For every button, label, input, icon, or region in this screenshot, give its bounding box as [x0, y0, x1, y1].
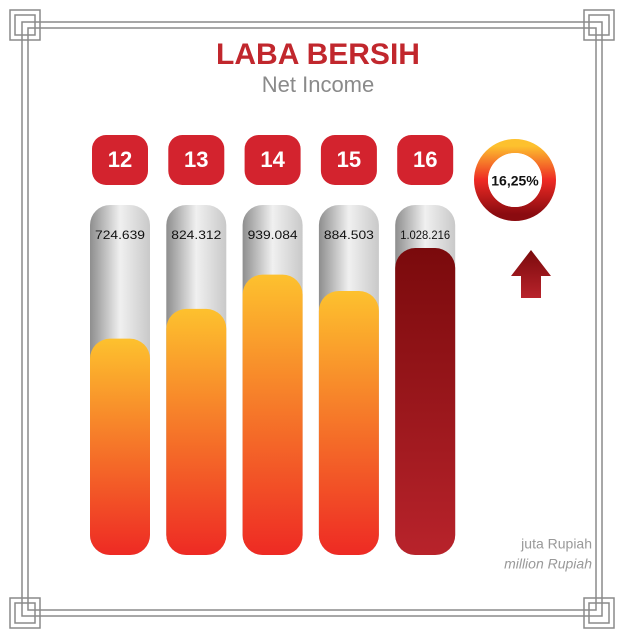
category-label: 15 — [337, 147, 361, 172]
bar — [90, 338, 150, 555]
category-badge — [168, 135, 225, 185]
value-label: 724.639 — [95, 228, 145, 242]
category-label: 16 — [413, 147, 437, 172]
growth-label: 16,25% — [491, 173, 539, 189]
growth-ring — [474, 139, 556, 221]
growth-center — [488, 153, 542, 207]
bar — [242, 274, 303, 555]
bar — [318, 290, 379, 555]
value-label: 939.084 — [248, 228, 298, 242]
category-badge — [244, 135, 301, 185]
category-label: 13 — [184, 147, 208, 172]
title: LABA BERSIH — [216, 38, 420, 71]
unit: juta Rupiah — [520, 536, 592, 552]
category-label: 14 — [260, 147, 285, 172]
bar — [395, 248, 456, 556]
growth-arrow — [511, 250, 551, 298]
category-badge — [92, 135, 148, 185]
value-label: 824.312 — [171, 228, 221, 242]
category-badge — [320, 135, 377, 185]
unit: million Rupiah — [504, 556, 592, 572]
frame — [9, 9, 615, 629]
category-label: 12 — [108, 147, 132, 172]
subtitle: Net Income — [262, 72, 375, 97]
value-label: 884.503 — [324, 228, 374, 242]
bar — [166, 308, 227, 555]
category-badge — [397, 135, 454, 185]
value-label: 1.028.216 — [400, 228, 450, 242]
